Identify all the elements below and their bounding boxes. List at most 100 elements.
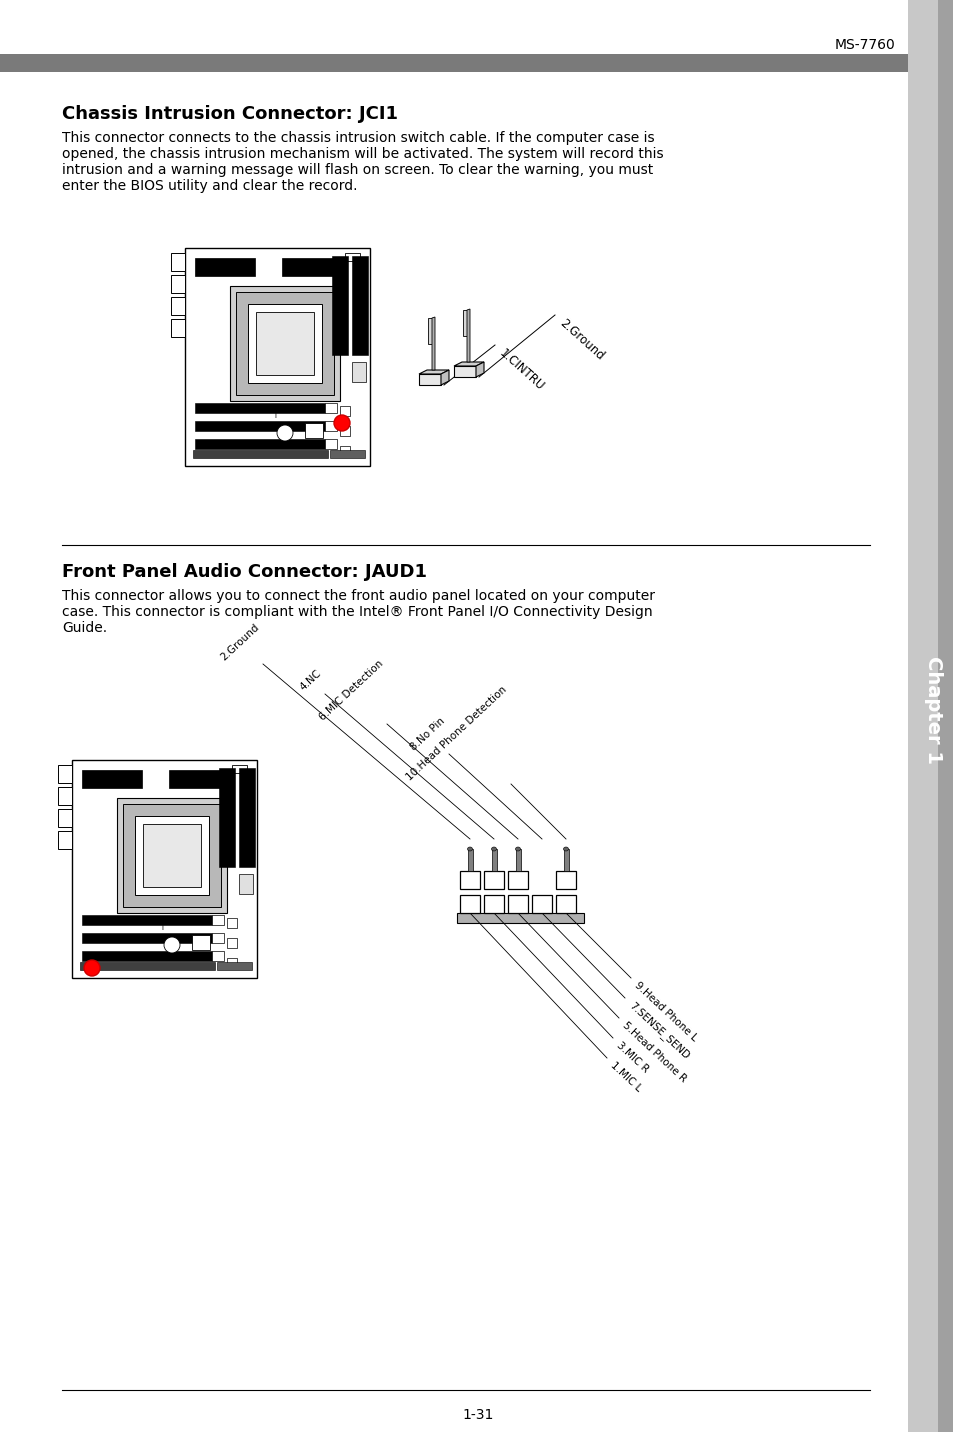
Text: i: i: [161, 925, 163, 931]
Bar: [71, 760, 256, 978]
Bar: [459, 871, 479, 889]
Text: Guide.: Guide.: [62, 621, 107, 634]
Bar: [194, 440, 325, 450]
Text: This connector allows you to connect the front audio panel located on your compu: This connector allows you to connect the…: [62, 589, 655, 603]
Bar: [219, 768, 234, 866]
Text: enter the BIOS utility and clear the record.: enter the BIOS utility and clear the rec…: [62, 179, 357, 193]
Polygon shape: [476, 362, 483, 377]
Text: 5.Head Phone R: 5.Head Phone R: [620, 1020, 688, 1084]
Bar: [325, 440, 336, 450]
Bar: [532, 895, 552, 914]
Bar: [169, 770, 229, 788]
Bar: [239, 768, 254, 866]
Bar: [80, 962, 214, 969]
Bar: [227, 958, 236, 968]
Bar: [58, 765, 71, 783]
Text: 1.CINTRU: 1.CINTRU: [497, 347, 546, 394]
Bar: [907, 0, 937, 1432]
Bar: [462, 309, 467, 337]
Text: 2.Ground: 2.Ground: [557, 316, 606, 364]
Bar: [339, 425, 350, 435]
Bar: [907, 0, 953, 1432]
Circle shape: [164, 937, 180, 954]
Ellipse shape: [467, 846, 472, 851]
Text: 1.MIC L: 1.MIC L: [608, 1060, 643, 1094]
Bar: [507, 895, 527, 914]
Text: 1-31: 1-31: [462, 1408, 493, 1422]
Bar: [227, 918, 236, 928]
Bar: [563, 849, 568, 871]
Bar: [352, 362, 366, 382]
Text: This connector connects to the chassis intrusion switch cable. If the computer c: This connector connects to the chassis i…: [62, 130, 654, 145]
Bar: [330, 450, 365, 458]
Bar: [135, 816, 209, 895]
Polygon shape: [440, 369, 449, 385]
Text: Chapter 1: Chapter 1: [923, 656, 943, 765]
Bar: [194, 421, 325, 431]
Bar: [0, 54, 907, 72]
Text: 8.No Pin: 8.No Pin: [408, 716, 447, 752]
Polygon shape: [454, 367, 476, 377]
Bar: [556, 895, 576, 914]
Text: 2.Ground: 2.Ground: [218, 621, 261, 662]
Bar: [227, 938, 236, 948]
Bar: [82, 951, 212, 961]
Bar: [212, 934, 224, 944]
Bar: [235, 292, 334, 395]
Bar: [459, 895, 479, 914]
Text: opened, the chassis intrusion mechanism will be activated. The system will recor: opened, the chassis intrusion mechanism …: [62, 147, 663, 160]
Circle shape: [276, 425, 293, 441]
Bar: [325, 402, 336, 412]
Bar: [194, 258, 254, 276]
Polygon shape: [454, 362, 483, 367]
Bar: [82, 934, 212, 944]
Bar: [82, 915, 212, 925]
Text: Front Panel Audio Connector: JAUD1: Front Panel Audio Connector: JAUD1: [62, 563, 427, 581]
Bar: [123, 803, 221, 906]
Bar: [507, 871, 527, 889]
Text: intrusion and a warning message will flash on screen. To clear the warning, you : intrusion and a warning message will fla…: [62, 163, 653, 178]
Bar: [143, 823, 201, 886]
Bar: [255, 312, 314, 375]
Polygon shape: [432, 316, 435, 369]
Text: Chassis Intrusion Connector: JCI1: Chassis Intrusion Connector: JCI1: [62, 105, 397, 123]
Bar: [352, 256, 368, 355]
Text: 10.Head Phone Detection: 10.Head Phone Detection: [404, 684, 509, 782]
Bar: [58, 831, 71, 849]
Bar: [428, 318, 432, 344]
Bar: [192, 935, 210, 949]
Bar: [194, 402, 325, 412]
Circle shape: [84, 959, 100, 977]
Bar: [58, 809, 71, 828]
Bar: [248, 304, 322, 382]
Bar: [239, 874, 253, 894]
Bar: [193, 450, 328, 458]
Text: 3.MIC R: 3.MIC R: [615, 1040, 650, 1074]
Ellipse shape: [563, 846, 568, 851]
Bar: [216, 962, 252, 969]
Text: 9.Head Phone L: 9.Head Phone L: [633, 979, 699, 1042]
Polygon shape: [467, 309, 470, 362]
Bar: [230, 286, 339, 401]
Bar: [171, 319, 185, 337]
Bar: [58, 788, 71, 805]
Bar: [516, 849, 520, 871]
Ellipse shape: [491, 846, 496, 851]
Text: 7.SENSE_SEND: 7.SENSE_SEND: [626, 1000, 691, 1061]
Text: 6.MIC Detection: 6.MIC Detection: [317, 657, 385, 722]
Bar: [171, 296, 185, 315]
Circle shape: [334, 415, 350, 431]
Bar: [483, 871, 503, 889]
Ellipse shape: [515, 846, 520, 851]
Bar: [556, 871, 576, 889]
Bar: [212, 915, 224, 925]
Bar: [339, 445, 350, 455]
Bar: [468, 849, 473, 871]
Bar: [171, 253, 185, 271]
Bar: [232, 765, 247, 773]
Bar: [332, 256, 348, 355]
Polygon shape: [418, 374, 440, 385]
Bar: [212, 951, 224, 961]
Bar: [456, 914, 583, 924]
Bar: [185, 248, 370, 465]
